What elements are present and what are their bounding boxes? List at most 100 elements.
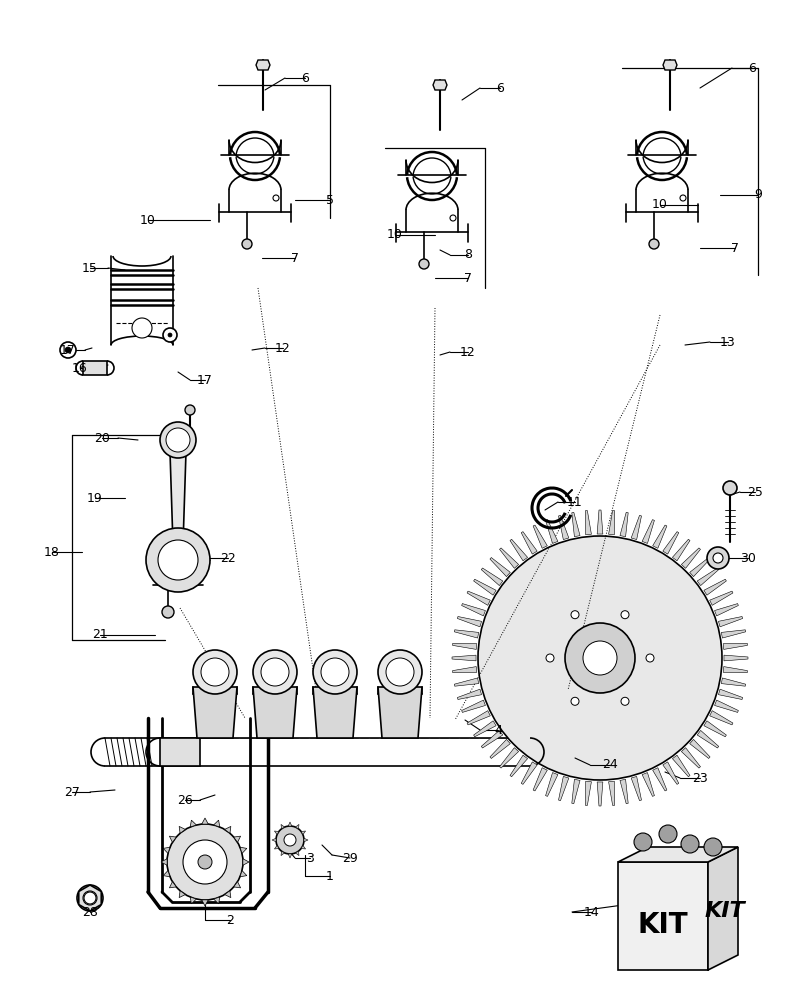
- Polygon shape: [213, 897, 220, 904]
- Polygon shape: [296, 851, 299, 856]
- Polygon shape: [672, 539, 690, 561]
- Polygon shape: [597, 510, 603, 534]
- Circle shape: [166, 428, 190, 452]
- Polygon shape: [160, 738, 200, 766]
- Polygon shape: [275, 845, 279, 849]
- Circle shape: [621, 611, 629, 619]
- Text: 15: 15: [82, 261, 98, 274]
- Text: 8: 8: [464, 248, 472, 261]
- Circle shape: [77, 885, 103, 911]
- Polygon shape: [690, 739, 710, 758]
- Polygon shape: [585, 781, 591, 805]
- Polygon shape: [225, 826, 231, 833]
- Polygon shape: [170, 836, 176, 842]
- Polygon shape: [243, 859, 249, 865]
- Circle shape: [185, 405, 195, 415]
- Polygon shape: [457, 689, 482, 699]
- Text: 14: 14: [584, 906, 600, 918]
- Polygon shape: [288, 854, 292, 858]
- Polygon shape: [461, 604, 486, 616]
- Text: 1: 1: [326, 869, 334, 882]
- Circle shape: [253, 650, 297, 694]
- Circle shape: [713, 553, 723, 563]
- Polygon shape: [272, 838, 276, 842]
- Polygon shape: [521, 762, 537, 784]
- Text: 24: 24: [602, 758, 618, 772]
- Text: 7: 7: [731, 241, 739, 254]
- Circle shape: [565, 623, 635, 693]
- Text: 27: 27: [64, 786, 80, 798]
- Circle shape: [146, 528, 210, 592]
- Polygon shape: [572, 779, 580, 804]
- Polygon shape: [190, 897, 196, 904]
- Text: 3: 3: [306, 852, 314, 864]
- Polygon shape: [433, 80, 447, 90]
- Text: 10: 10: [140, 214, 156, 227]
- Polygon shape: [163, 871, 170, 877]
- Circle shape: [65, 347, 71, 353]
- Polygon shape: [499, 748, 519, 768]
- Polygon shape: [690, 558, 710, 577]
- Polygon shape: [454, 630, 478, 638]
- Polygon shape: [490, 558, 511, 577]
- Polygon shape: [545, 773, 558, 796]
- Polygon shape: [163, 847, 170, 853]
- Text: 30: 30: [740, 552, 756, 564]
- Text: 19: 19: [87, 491, 103, 504]
- Circle shape: [163, 328, 177, 342]
- Text: 17: 17: [60, 344, 76, 357]
- Polygon shape: [170, 452, 186, 545]
- Circle shape: [321, 658, 349, 686]
- Circle shape: [170, 432, 186, 448]
- Polygon shape: [608, 511, 615, 535]
- Text: 4: 4: [494, 724, 502, 736]
- Circle shape: [680, 195, 686, 201]
- Text: 16: 16: [72, 361, 88, 374]
- Polygon shape: [545, 520, 558, 543]
- Polygon shape: [597, 782, 603, 806]
- Polygon shape: [521, 532, 537, 554]
- Polygon shape: [457, 617, 482, 627]
- Polygon shape: [482, 730, 503, 748]
- Polygon shape: [454, 678, 478, 686]
- Polygon shape: [631, 776, 642, 801]
- Polygon shape: [642, 520, 654, 543]
- Polygon shape: [202, 900, 208, 906]
- Polygon shape: [452, 655, 476, 661]
- Polygon shape: [499, 548, 519, 568]
- Circle shape: [284, 834, 296, 846]
- Circle shape: [273, 195, 279, 201]
- Text: 11: 11: [567, 495, 583, 508]
- Circle shape: [162, 606, 174, 618]
- Polygon shape: [714, 700, 739, 712]
- Polygon shape: [234, 836, 241, 842]
- Circle shape: [158, 540, 198, 580]
- Text: 10: 10: [652, 198, 668, 212]
- Circle shape: [83, 891, 97, 905]
- Polygon shape: [240, 871, 247, 877]
- Polygon shape: [714, 604, 739, 616]
- Polygon shape: [718, 689, 743, 699]
- Polygon shape: [281, 824, 284, 829]
- Polygon shape: [275, 831, 279, 835]
- Polygon shape: [83, 361, 107, 375]
- Circle shape: [649, 239, 659, 249]
- Polygon shape: [482, 568, 503, 586]
- Circle shape: [571, 697, 579, 705]
- Text: 6: 6: [301, 72, 309, 85]
- Polygon shape: [620, 779, 628, 804]
- Polygon shape: [281, 851, 284, 856]
- Polygon shape: [718, 617, 743, 627]
- Text: KIT: KIT: [705, 901, 745, 921]
- Polygon shape: [256, 60, 270, 70]
- Polygon shape: [708, 847, 738, 970]
- Polygon shape: [510, 755, 528, 777]
- Text: 7: 7: [291, 251, 299, 264]
- Circle shape: [681, 835, 699, 853]
- Polygon shape: [461, 700, 486, 712]
- Polygon shape: [467, 711, 490, 725]
- Text: 26: 26: [177, 794, 193, 806]
- Text: 9: 9: [754, 188, 762, 202]
- Text: KIT: KIT: [638, 911, 688, 939]
- Polygon shape: [490, 739, 511, 758]
